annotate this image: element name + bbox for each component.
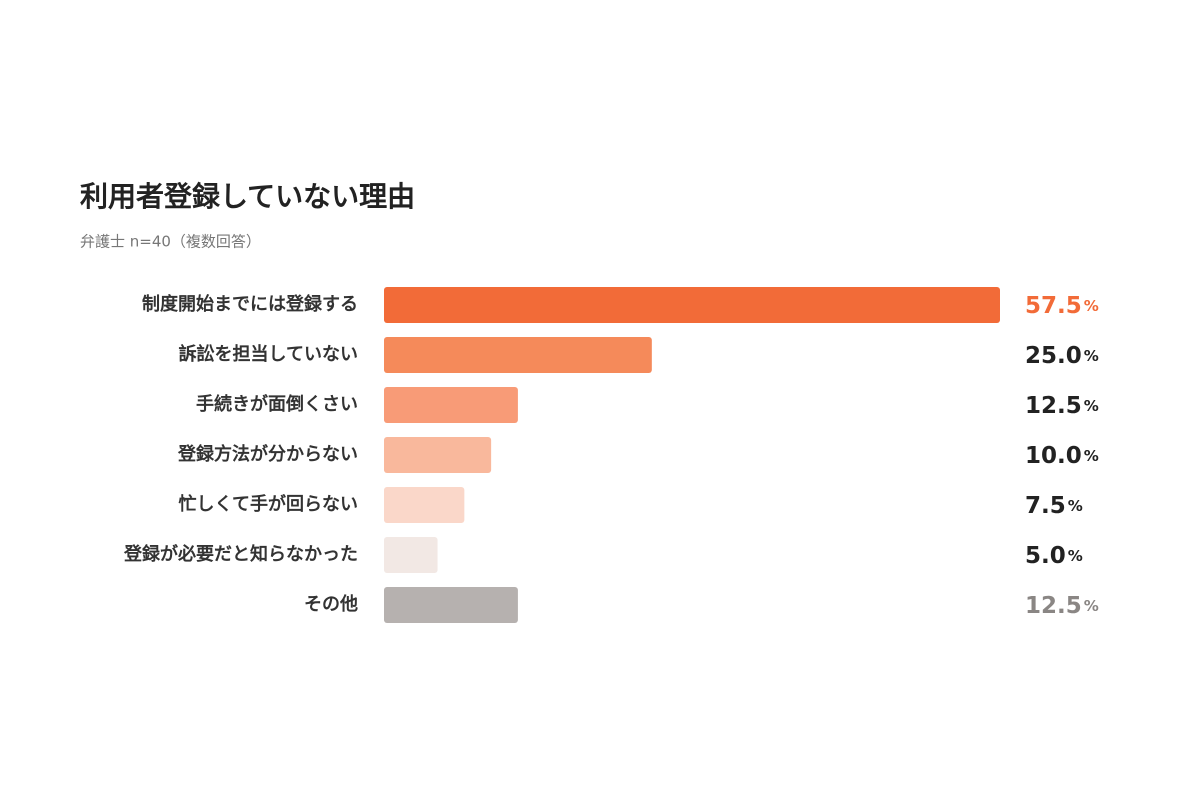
bar <box>384 337 652 373</box>
category-label: 忙しくて手が回らない <box>179 493 358 515</box>
bar <box>384 487 465 523</box>
category-label: 登録が必要だと知らなかった <box>123 543 358 565</box>
value-label: 7.5% <box>1025 493 1083 519</box>
category-label: 登録方法が分からない <box>177 443 358 465</box>
bar <box>384 437 492 473</box>
chart-subtitle: 弁護士 n=40（複数回答） <box>80 233 261 251</box>
bar <box>384 537 438 573</box>
value-label: 57.5% <box>1025 293 1099 319</box>
value-label: 5.0% <box>1025 543 1083 569</box>
bar <box>384 387 518 423</box>
category-label: 手続きが面倒くさい <box>196 393 358 415</box>
value-label: 12.5% <box>1025 593 1099 619</box>
category-label: 訴訟を担当していない <box>179 343 358 365</box>
category-label: 制度開始までには登録する <box>142 293 358 315</box>
value-label: 12.5% <box>1025 393 1099 419</box>
bar <box>384 287 1000 323</box>
chart-title: 利用者登録していない理由 <box>80 180 415 213</box>
category-label: その他 <box>304 593 358 615</box>
value-label: 10.0% <box>1025 443 1099 469</box>
value-label: 25.0% <box>1025 343 1099 369</box>
bar <box>384 587 518 623</box>
